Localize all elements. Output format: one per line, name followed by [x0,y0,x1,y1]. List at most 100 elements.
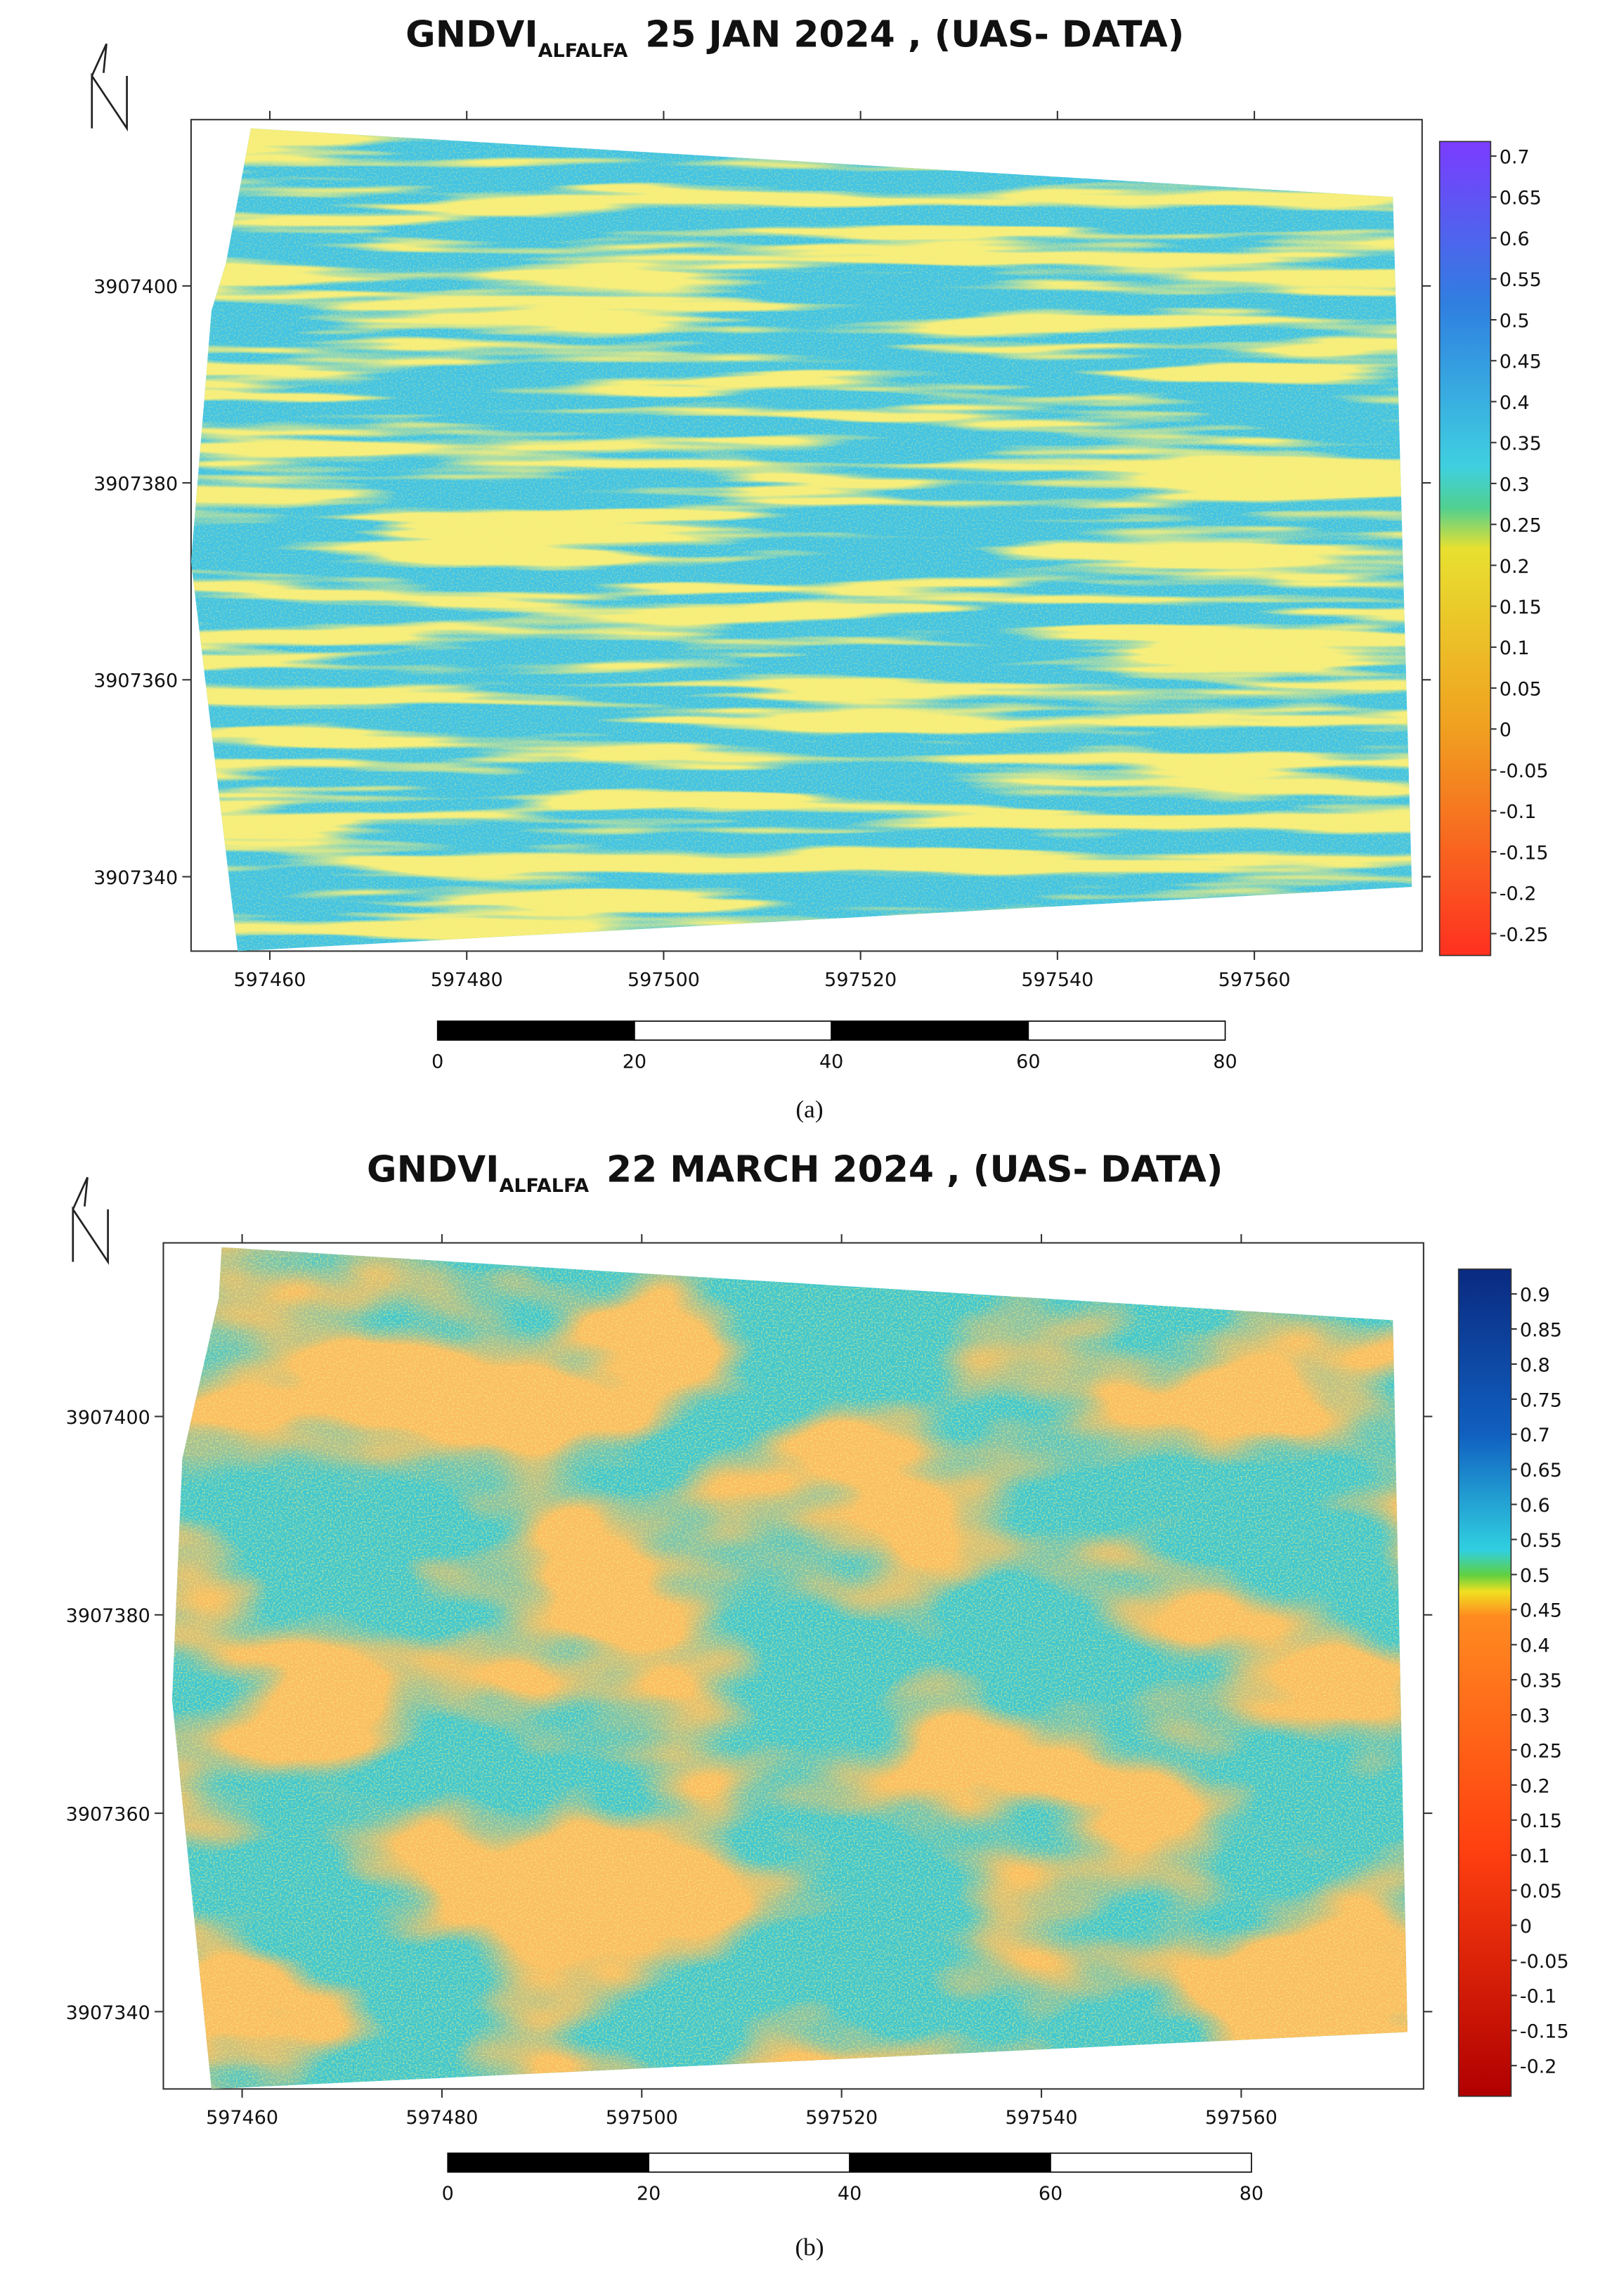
colorbar-label: 0.65 [1500,188,1542,209]
colorbar-label: 0.1 [1520,1846,1550,1867]
north-arrow [72,1176,109,1265]
scale-bar-label: 0 [431,1051,443,1072]
index-raster-speckle [190,128,1412,952]
colorbar-label: 0.45 [1520,1600,1562,1622]
y-tick-label: 3907400 [66,1407,150,1429]
colorbar [1457,1269,1512,2097]
north-arrow [91,43,128,132]
title-subscript: ALFALFA [538,40,628,62]
colorbar-label: 0.65 [1520,1460,1562,1481]
scale-bar-label: 60 [1039,2183,1062,2205]
title-text: 25 JAN 2024 , (UAS- DATA) [645,13,1184,56]
colorbar-label: 0.55 [1500,269,1542,291]
colorbar-label: 0.85 [1520,1319,1562,1341]
title-text: 22 MARCH 2024 , (UAS- DATA) [606,1148,1223,1191]
colorbar-label: -0.1 [1520,1986,1557,2008]
panel-caption: (b) [795,2233,824,2261]
panel-caption: (a) [795,1096,823,1123]
colorbar-label: 0 [1520,1916,1532,1938]
x-tick-label: 597480 [405,2107,478,2129]
colorbar-label: -0.15 [1500,842,1549,864]
colorbar-label: 0.75 [1520,1389,1562,1411]
x-tick-label: 597520 [824,969,897,991]
colorbar-label: -0.2 [1520,2056,1557,2078]
colorbar-label: 0 [1500,720,1511,741]
y-tick-label: 3907380 [66,1605,150,1627]
scale-bar-label: 40 [838,2183,861,2205]
colorbar-label: -0.05 [1500,760,1549,782]
colorbar-label: 0.7 [1500,146,1530,168]
colorbar-label: 0.25 [1500,515,1542,537]
x-tick-label: 597540 [1021,969,1093,991]
colorbar-label: -0.15 [1520,2021,1569,2043]
x-tick-label: 597500 [628,969,700,991]
panel-title: GNDVIALFALFA 25 JAN 2024 , (UAS- DATA) [405,13,1184,62]
x-tick-label: 597540 [1006,2107,1078,2129]
scale-bar-label: 80 [1240,2183,1263,2205]
scale-bar-segment [436,1020,635,1041]
x-tick-label: 597500 [606,2107,678,2129]
y-tick-label: 3907340 [93,867,178,889]
colorbar-label: 0.3 [1520,1705,1550,1727]
colorbar-label: 0.35 [1520,1671,1562,1692]
colorbar-label: 0.5 [1520,1565,1550,1587]
y-tick-label: 3907360 [93,670,178,692]
colorbar-label: 0.45 [1500,351,1542,373]
colorbar-label: 0.3 [1500,474,1530,495]
colorbar-label: 0.55 [1520,1530,1562,1552]
colorbar-label: 0.5 [1500,310,1530,332]
x-tick-label: 597520 [805,2107,878,2129]
scale-bar-segment [831,1020,1029,1041]
x-tick-label: 597480 [431,969,503,991]
colorbar-label: 0.4 [1520,1635,1550,1657]
colorbar-label: 0.4 [1500,392,1530,414]
scale-bar-label: 60 [1016,1051,1040,1072]
scale-bar-label: 80 [1213,1051,1237,1072]
colorbar-label: 0.2 [1500,556,1530,578]
x-tick-label: 597560 [1218,969,1291,991]
x-tick-label: 597560 [1205,2107,1277,2129]
index-raster-speckle [171,1247,1408,2089]
colorbar-label: 0.15 [1500,597,1542,618]
colorbar-label: 0.1 [1500,637,1530,659]
colorbar-label: 0.15 [1520,1810,1562,1832]
colorbar-label: 0.35 [1500,433,1542,455]
colorbar-label: -0.25 [1500,924,1549,946]
scale-bar-label: 20 [623,1051,646,1072]
colorbar-label: -0.1 [1500,801,1537,823]
panel-title: GNDVIALFALFA 22 MARCH 2024 , (UAS- DATA) [367,1148,1223,1197]
x-tick-label: 597460 [234,969,306,991]
scale-bar-segment [634,1020,832,1041]
scale-bar-segment [1027,1020,1226,1041]
scale-bar-label: 20 [637,2183,661,2205]
map-panel: GNDVIALFALFA 22 MARCH 2024 , (UAS- DATA) 5… [66,1148,1569,2261]
title-index: GNDVI [367,1148,500,1191]
colorbar-label: 0.6 [1520,1495,1550,1517]
colorbar-label: 0.05 [1500,678,1542,700]
colorbar-label: 0.8 [1520,1354,1550,1376]
scale-bar-segment [1050,2152,1252,2173]
y-tick-label: 3907340 [66,2002,150,2024]
scale-bar-label: 40 [819,1051,843,1072]
colorbar-label: 0.05 [1520,1881,1562,1902]
colorbar-label: -0.05 [1520,1951,1569,1973]
colorbar-label: 0.9 [1520,1285,1550,1306]
colorbar-label: 0.7 [1520,1425,1550,1446]
colorbar-label: 0.2 [1520,1775,1550,1797]
colorbar [1438,141,1492,956]
x-tick-label: 597460 [206,2107,278,2129]
y-tick-label: 3907400 [93,276,178,298]
title-index: GNDVI [405,13,538,56]
title-subscript: ALFALFA [500,1175,590,1197]
y-tick-label: 3907380 [93,473,178,495]
y-tick-label: 3907360 [66,1803,150,1825]
colorbar-label: -0.2 [1500,883,1537,905]
map-panel: GNDVIALFALFA 25 JAN 2024 , (UAS- DATA) 597… [91,13,1549,1123]
scale-bar-segment [849,2152,1051,2173]
scale-bar-segment [447,2152,649,2173]
colorbar-label: 0.6 [1500,228,1530,250]
colorbar-label: 0.25 [1520,1740,1562,1762]
scale-bar-label: 0 [442,2183,454,2205]
